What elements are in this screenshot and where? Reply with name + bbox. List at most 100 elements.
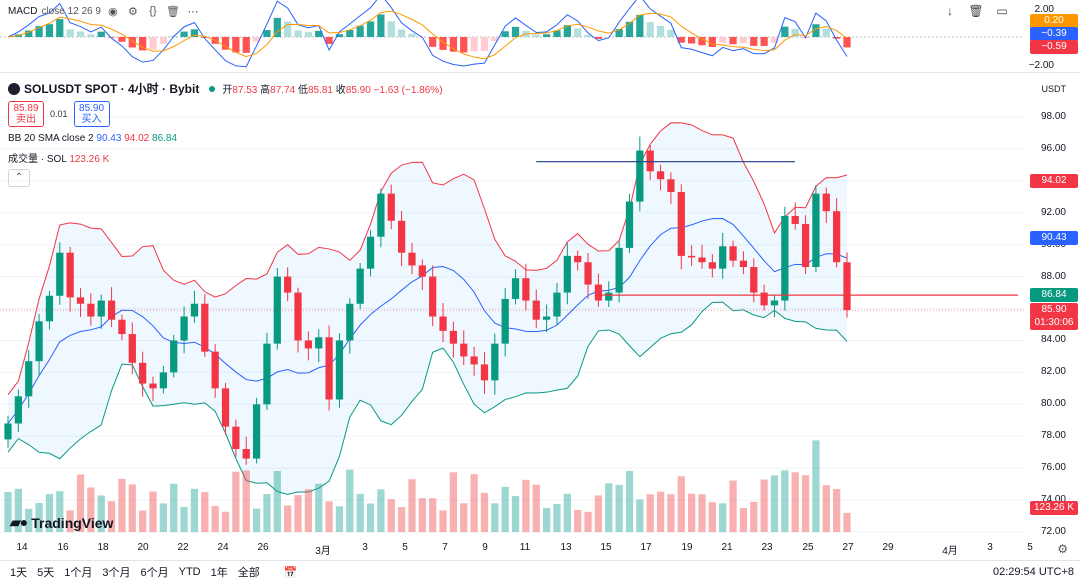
candle-body	[481, 364, 488, 380]
collapse-legend-icon[interactable]: ⌃	[8, 169, 30, 187]
settings-icon[interactable]: ⚙	[125, 4, 141, 18]
volume-bar	[346, 470, 353, 532]
candle-body	[388, 194, 395, 221]
candle-body	[439, 317, 446, 331]
candle-body	[812, 194, 819, 267]
candle-body	[522, 278, 529, 300]
range-1m[interactable]: 1个月	[64, 564, 92, 580]
candle-body	[305, 340, 312, 348]
tv-logo-icon: ▰●	[10, 514, 27, 531]
volume-bar	[481, 493, 488, 532]
time-axis-label: 27	[842, 542, 853, 553]
volume-bar	[212, 506, 219, 532]
macd-histogram-bar	[263, 30, 270, 37]
volume-bar	[408, 479, 415, 532]
candle-body	[67, 253, 74, 298]
candle-body	[315, 337, 322, 348]
candle-body	[761, 293, 768, 306]
range-5d[interactable]: 5天	[37, 564, 54, 580]
candle-body	[636, 151, 643, 202]
macd-pane[interactable]: MACD close 12 26 9 ◉ ⚙ {} 🗑 ⋯ ↓ 🗑 ▭ 2.00…	[0, 0, 1080, 73]
macd-histogram-bar	[481, 37, 488, 51]
volume-bar	[450, 472, 457, 532]
price-axis-label: 72.00	[1041, 526, 1066, 537]
candle-body	[367, 237, 374, 269]
volume-bar	[222, 512, 229, 532]
candle-body	[698, 257, 705, 262]
price-axis-label: 88.00	[1041, 271, 1066, 282]
range-1y[interactable]: 1年	[211, 564, 228, 580]
eye-icon[interactable]: ◉	[105, 4, 121, 18]
time-axis-label: 3	[362, 542, 368, 553]
sell-button[interactable]: 85.89 卖出	[8, 101, 44, 127]
macd-axis-bottom: −2.00	[1029, 60, 1054, 71]
volume-bar	[564, 494, 571, 532]
time-axis-label: 5	[1027, 542, 1033, 553]
volume-bar	[284, 505, 291, 532]
candle-body	[792, 216, 799, 224]
macd-histogram-bar	[709, 37, 716, 47]
macd-histogram-bar	[647, 22, 654, 37]
macd-histogram-bar	[56, 19, 63, 37]
date-range-icon[interactable]: 📅	[284, 566, 298, 579]
more-icon[interactable]: ⋯	[185, 4, 201, 18]
clock[interactable]: 02:29:54 UTC+8	[993, 566, 1074, 578]
volume-bar	[294, 495, 301, 532]
buy-button[interactable]: 85.90 买入	[74, 101, 110, 127]
candle-body	[139, 363, 146, 384]
market-open-icon	[209, 86, 215, 92]
move-down-icon[interactable]: ↓	[942, 4, 958, 18]
time-axis-label: 16	[57, 542, 68, 553]
price-axis[interactable]: 98.0096.0094.0092.0090.0088.0086.0084.00…	[1026, 72, 1080, 542]
volume-bar	[357, 494, 364, 532]
time-axis-label: 14	[16, 542, 27, 553]
candle-body	[118, 320, 125, 334]
candle-body	[678, 192, 685, 256]
candle-body	[263, 344, 270, 405]
candle-body	[626, 202, 633, 248]
solana-logo-icon	[8, 83, 20, 95]
candle-body	[377, 194, 384, 237]
candle-body	[15, 396, 22, 423]
volume-bar	[398, 507, 405, 532]
volume-bar	[553, 504, 560, 532]
macd-histogram-bar	[284, 22, 291, 37]
candle-body	[688, 256, 695, 258]
macd-histogram-bar	[46, 24, 53, 37]
candle-body	[729, 246, 736, 260]
volume-legend[interactable]: 成交量 · SOL 123.26 K	[8, 150, 443, 165]
volume-bar	[771, 475, 778, 532]
candle-body	[491, 344, 498, 381]
candle-body	[243, 449, 250, 459]
volume-bar	[533, 485, 540, 532]
volume-bar	[605, 483, 612, 532]
range-3m[interactable]: 3个月	[102, 564, 130, 580]
volume-bar	[512, 496, 519, 532]
volume-bar	[584, 512, 591, 532]
macd-histogram-bar	[149, 37, 156, 50]
ohlc-values: 开87.53 高87.74 低85.81 收85.90 −1.63 (−1.86…	[222, 81, 442, 96]
candle-body	[512, 278, 519, 299]
range-6m[interactable]: 6个月	[141, 564, 169, 580]
bollinger-legend[interactable]: BB 20 SMA close 2 90.43 94.02 86.84	[8, 133, 443, 144]
range-all[interactable]: 全部	[238, 564, 260, 580]
delete-icon[interactable]: 🗑	[165, 4, 181, 18]
price-tag: 85.90	[1030, 303, 1078, 317]
time-axis-label: 3月	[315, 542, 331, 557]
range-1d[interactable]: 1天	[10, 564, 27, 580]
candle-body	[191, 304, 198, 317]
source-code-icon[interactable]: {}	[145, 4, 161, 18]
chart-settings-icon[interactable]: ⚙	[1057, 542, 1068, 556]
volume-bar	[305, 489, 312, 532]
candle-body	[802, 224, 809, 267]
volume-bar	[688, 494, 695, 532]
symbol-title[interactable]: SOLUSDT SPOT · 4小时 · Bybit	[24, 80, 199, 97]
range-ytd[interactable]: YTD	[179, 566, 201, 578]
delete-pane-icon[interactable]: 🗑	[968, 4, 984, 18]
price-tag: 90.43	[1030, 231, 1078, 245]
price-axis-label: 80.00	[1041, 398, 1066, 409]
macd-histogram-bar	[232, 37, 239, 52]
maximize-pane-icon[interactable]: ▭	[994, 4, 1010, 18]
volume-bar	[657, 492, 664, 532]
